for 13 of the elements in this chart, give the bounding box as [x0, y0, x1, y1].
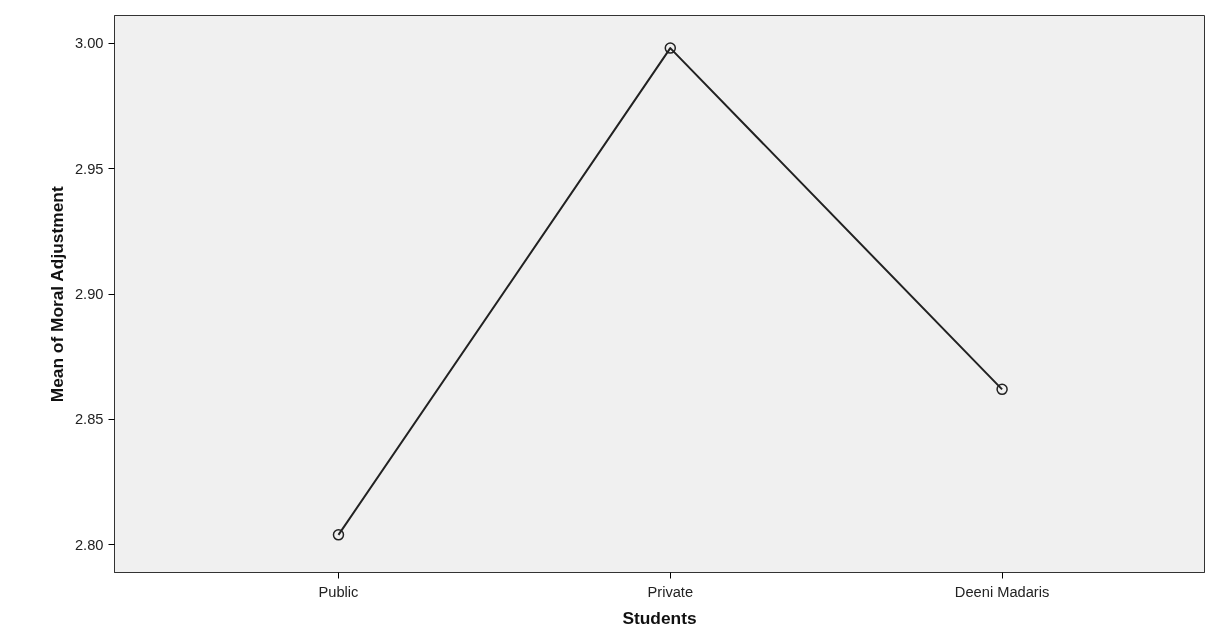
- x-tick-label: Public: [318, 583, 359, 600]
- y-tick-label: 2.80: [74, 536, 104, 553]
- point: [996, 383, 1008, 396]
- x-axis-title: Students: [622, 607, 697, 628]
- y-tick-label: 2.85: [74, 411, 104, 428]
- x-tick-label: Deeni Madaris: [954, 583, 1050, 600]
- y-tick-label: 2.90: [74, 286, 104, 302]
- y-axis-title: Mean of Moral Adjustment: [46, 186, 67, 403]
- x-tick-label: Private: [647, 583, 694, 600]
- point: [664, 42, 677, 54]
- y-tick-label: 3.00: [74, 35, 104, 52]
- y-tick-label: 2.95: [74, 160, 104, 177]
- point: [332, 529, 345, 541]
